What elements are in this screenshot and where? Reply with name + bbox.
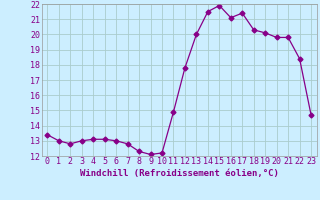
X-axis label: Windchill (Refroidissement éolien,°C): Windchill (Refroidissement éolien,°C) [80,169,279,178]
